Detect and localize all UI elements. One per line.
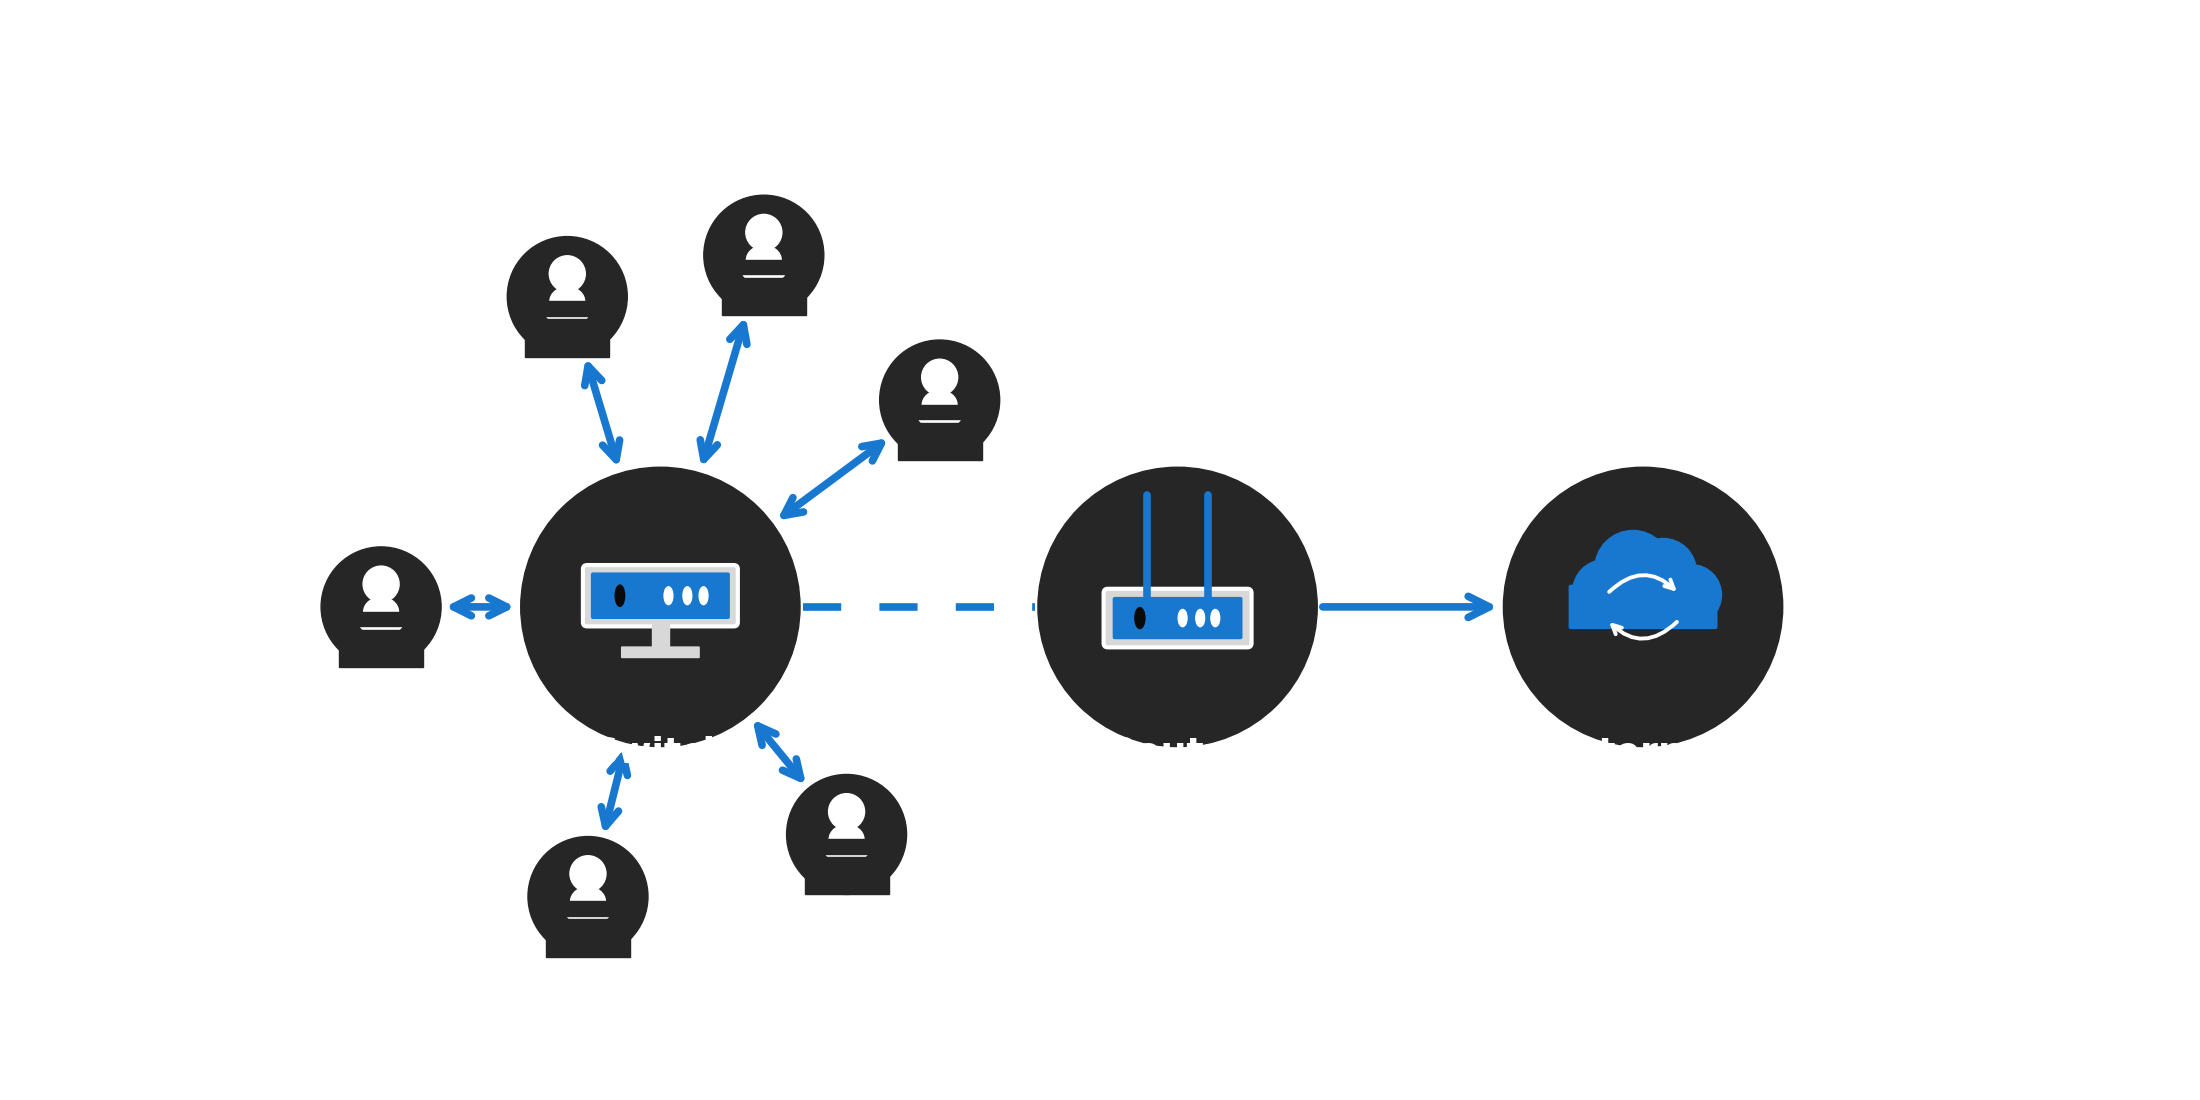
Bar [552, 901, 623, 915]
FancyArrowPatch shape [757, 726, 801, 779]
Circle shape [1595, 530, 1672, 607]
Text: Switch: Switch [592, 736, 728, 769]
Ellipse shape [700, 586, 708, 605]
Bar [546, 920, 629, 957]
Bar [904, 405, 975, 419]
FancyBboxPatch shape [1113, 597, 1243, 639]
Bar [728, 260, 799, 274]
Circle shape [1038, 468, 1318, 747]
Ellipse shape [616, 585, 625, 606]
Circle shape [528, 836, 649, 957]
Circle shape [746, 214, 781, 251]
Ellipse shape [546, 306, 587, 323]
Bar [526, 319, 609, 356]
Circle shape [1630, 539, 1696, 605]
Ellipse shape [363, 597, 398, 626]
FancyArrowPatch shape [700, 324, 746, 460]
Circle shape [321, 547, 440, 667]
Ellipse shape [682, 586, 691, 605]
Bar [805, 857, 889, 894]
Ellipse shape [664, 586, 673, 605]
FancyArrowPatch shape [453, 598, 506, 616]
Circle shape [788, 774, 906, 894]
Ellipse shape [1135, 607, 1144, 628]
Circle shape [1661, 564, 1720, 625]
Ellipse shape [920, 409, 961, 427]
Ellipse shape [829, 825, 865, 854]
Circle shape [880, 340, 999, 460]
Ellipse shape [568, 905, 609, 924]
FancyArrowPatch shape [585, 366, 620, 460]
Ellipse shape [361, 616, 403, 634]
FancyBboxPatch shape [1569, 585, 1718, 629]
Bar [898, 422, 981, 460]
Circle shape [829, 794, 865, 829]
Circle shape [570, 856, 605, 892]
Circle shape [363, 566, 398, 602]
Ellipse shape [746, 245, 781, 274]
Ellipse shape [744, 264, 785, 283]
Circle shape [550, 256, 585, 292]
Bar [339, 629, 422, 667]
Bar [651, 623, 669, 648]
Bar [812, 839, 882, 854]
FancyBboxPatch shape [592, 572, 730, 619]
FancyArrowPatch shape [601, 756, 627, 826]
Circle shape [704, 195, 823, 316]
Ellipse shape [1179, 609, 1188, 627]
Ellipse shape [550, 287, 585, 316]
Circle shape [508, 236, 627, 356]
Circle shape [521, 468, 801, 747]
Ellipse shape [825, 844, 867, 861]
Ellipse shape [1197, 609, 1206, 627]
Bar [532, 301, 603, 316]
FancyArrowPatch shape [1322, 596, 1489, 617]
Bar [722, 278, 805, 316]
Ellipse shape [922, 390, 957, 419]
Circle shape [1573, 560, 1637, 624]
Text: Internet: Internet [1560, 736, 1727, 769]
FancyArrowPatch shape [783, 443, 882, 516]
Ellipse shape [1210, 609, 1219, 627]
FancyBboxPatch shape [1104, 588, 1252, 647]
Ellipse shape [570, 887, 605, 915]
Text: Router: Router [1109, 736, 1247, 769]
FancyBboxPatch shape [583, 565, 737, 626]
Circle shape [1503, 468, 1782, 747]
Circle shape [922, 360, 957, 395]
FancyBboxPatch shape [620, 647, 700, 658]
Bar [345, 612, 416, 626]
